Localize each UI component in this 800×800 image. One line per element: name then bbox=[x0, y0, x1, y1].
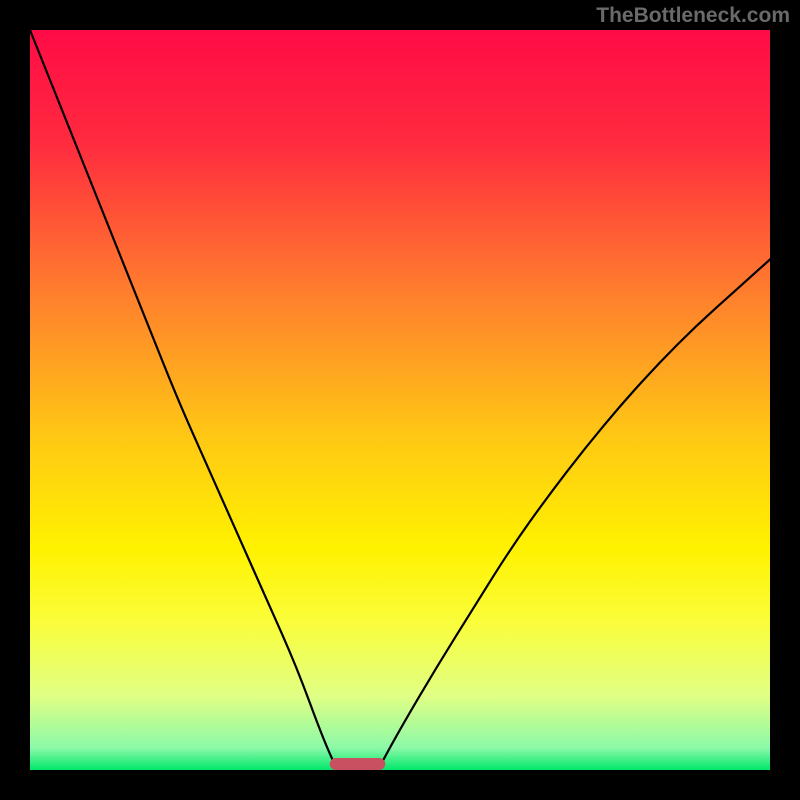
optimal-range-marker bbox=[330, 758, 386, 770]
plot-background bbox=[30, 30, 770, 770]
bottleneck-plot bbox=[0, 0, 800, 800]
watermark-text: TheBottleneck.com bbox=[596, 4, 790, 28]
chart-canvas: TheBottleneck.com bbox=[0, 0, 800, 800]
